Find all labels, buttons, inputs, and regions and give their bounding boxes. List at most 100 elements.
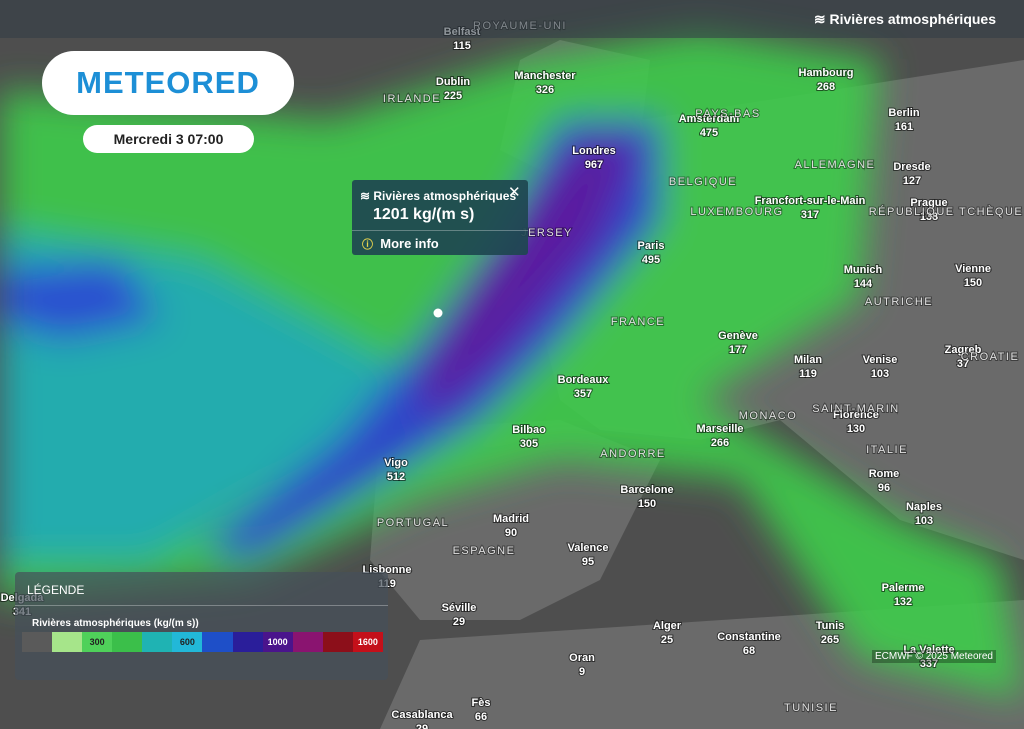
country-name: MONACO bbox=[739, 410, 798, 422]
city-value: 115 bbox=[453, 40, 471, 52]
city-name: Casablanca bbox=[391, 709, 453, 721]
city-value: 967 bbox=[585, 159, 603, 171]
country-name: SAINT-MARIN bbox=[812, 403, 899, 415]
city-name: Alger bbox=[653, 620, 682, 632]
city-name: Tunis bbox=[816, 620, 845, 632]
city-value: 66 bbox=[475, 711, 487, 723]
city-name: Oran bbox=[569, 652, 595, 664]
city-value: 475 bbox=[700, 127, 718, 139]
city-name: La Valette bbox=[903, 644, 954, 656]
legend-swatch bbox=[322, 632, 353, 652]
city-name: Fès bbox=[472, 697, 491, 709]
city-name: Valence bbox=[568, 542, 609, 554]
logo[interactable]: METEORED bbox=[42, 51, 294, 115]
country-name: IRLANDE bbox=[383, 93, 441, 105]
more-info-text: More info bbox=[380, 236, 439, 251]
city-name: Florence bbox=[833, 409, 879, 421]
country-name: PAYS-BAS bbox=[695, 108, 760, 120]
city-name: Zagreb bbox=[945, 344, 982, 356]
legend-swatch bbox=[112, 632, 143, 652]
location-marker[interactable] bbox=[433, 308, 443, 318]
city-name: Rome bbox=[869, 468, 900, 480]
city-value: 29 bbox=[416, 723, 428, 729]
legend-swatch: 1600 bbox=[352, 632, 383, 652]
city-value: 144 bbox=[854, 278, 873, 290]
city-value: 225 bbox=[444, 90, 462, 102]
city-name: Séville bbox=[442, 602, 477, 614]
city-value: 161 bbox=[895, 121, 913, 133]
country-name: BELGIQUE bbox=[669, 176, 737, 188]
country-name: ANDORRE bbox=[600, 448, 666, 460]
city-name: Naples bbox=[906, 501, 942, 513]
city-name: Marseille bbox=[696, 423, 743, 435]
legend-swatch bbox=[202, 632, 233, 652]
city-value: 266 bbox=[711, 437, 729, 449]
city-name: Genève bbox=[718, 330, 758, 342]
city-value: 29 bbox=[453, 616, 465, 628]
popup-title: ≋ Rivières atmosphériques bbox=[360, 189, 517, 203]
city-value: 103 bbox=[915, 515, 933, 527]
city-name: Bilbao bbox=[512, 424, 546, 436]
city-value: 326 bbox=[536, 84, 554, 96]
city-name: Amsterdam bbox=[679, 113, 740, 125]
legend: LÉGENDE Rivières atmosphériques (kg/(m s… bbox=[15, 572, 388, 680]
city-name: Berlin bbox=[888, 107, 919, 119]
city-name: Vienne bbox=[955, 263, 991, 275]
legend-swatch bbox=[22, 632, 53, 652]
city-value: 9 bbox=[579, 666, 585, 678]
city-value: 495 bbox=[642, 254, 660, 266]
color-bar: 300 600 1000 1600 bbox=[22, 632, 383, 652]
country-name: AUTRICHE bbox=[865, 296, 933, 308]
country-name: PORTUGAL bbox=[377, 517, 449, 529]
city-value: 132 bbox=[894, 596, 912, 608]
popup-title-text: Rivières atmosphériques bbox=[373, 189, 517, 203]
city-name: Hambourg bbox=[799, 67, 854, 79]
city-name: Barcelone bbox=[620, 484, 673, 496]
city-name: Bordeaux bbox=[558, 374, 610, 386]
close-button[interactable]: ✕ bbox=[508, 184, 521, 201]
popup: ≋ Rivières atmosphériques ✕ 1201 kg/(m s… bbox=[352, 180, 528, 255]
legend-swatch: 1000 bbox=[262, 632, 293, 652]
city-name: Dublin bbox=[436, 76, 470, 88]
legend-swatch bbox=[232, 632, 263, 652]
layer-name: Rivières atmosphériques bbox=[829, 11, 996, 27]
country-name: CROATIE bbox=[961, 351, 1020, 363]
city-name: Venise bbox=[863, 354, 898, 366]
legend-swatch bbox=[142, 632, 173, 652]
city-value: 68 bbox=[743, 645, 755, 657]
city-value: 317 bbox=[801, 209, 819, 221]
city-value: 512 bbox=[387, 471, 405, 483]
city-value: 130 bbox=[847, 423, 865, 435]
city-name: Milan bbox=[794, 354, 822, 366]
city-name: Paris bbox=[638, 240, 665, 252]
legend-subtitle: Rivières atmosphériques (kg/(m s)) bbox=[32, 618, 199, 629]
city-value: 37 bbox=[957, 358, 969, 370]
country-name: ALLEMAGNE bbox=[795, 159, 876, 171]
more-info[interactable]: ⓘ More info bbox=[362, 236, 439, 251]
city-value: 265 bbox=[821, 634, 839, 646]
date-pill[interactable]: Mercredi 3 07:00 bbox=[83, 125, 254, 153]
layer-title[interactable]: ≋ Rivières atmosphériques bbox=[813, 11, 996, 27]
city-name: Prague bbox=[910, 197, 947, 209]
city-name: Londres bbox=[572, 145, 615, 157]
legend-title[interactable]: LÉGENDE bbox=[27, 583, 85, 597]
city-name: Constantine bbox=[717, 631, 781, 643]
city-value: 150 bbox=[964, 277, 982, 289]
top-bar bbox=[0, 0, 1024, 38]
city-name: Francfort-sur-le-Main bbox=[755, 195, 866, 207]
legend-swatch: 300 bbox=[82, 632, 113, 652]
city-value: 268 bbox=[817, 81, 835, 93]
city-value: 305 bbox=[520, 438, 538, 450]
city-value: 357 bbox=[574, 388, 592, 400]
city-value: 138 bbox=[920, 211, 938, 223]
city-value: 25 bbox=[661, 634, 673, 646]
city-value: 90 bbox=[505, 527, 517, 539]
city-name: Munich bbox=[844, 264, 883, 276]
city-value: 103 bbox=[871, 368, 889, 380]
legend-swatch bbox=[292, 632, 323, 652]
city-value: 119 bbox=[799, 368, 817, 380]
country-name: FRANCE bbox=[611, 316, 665, 328]
city-value: 96 bbox=[878, 482, 890, 494]
